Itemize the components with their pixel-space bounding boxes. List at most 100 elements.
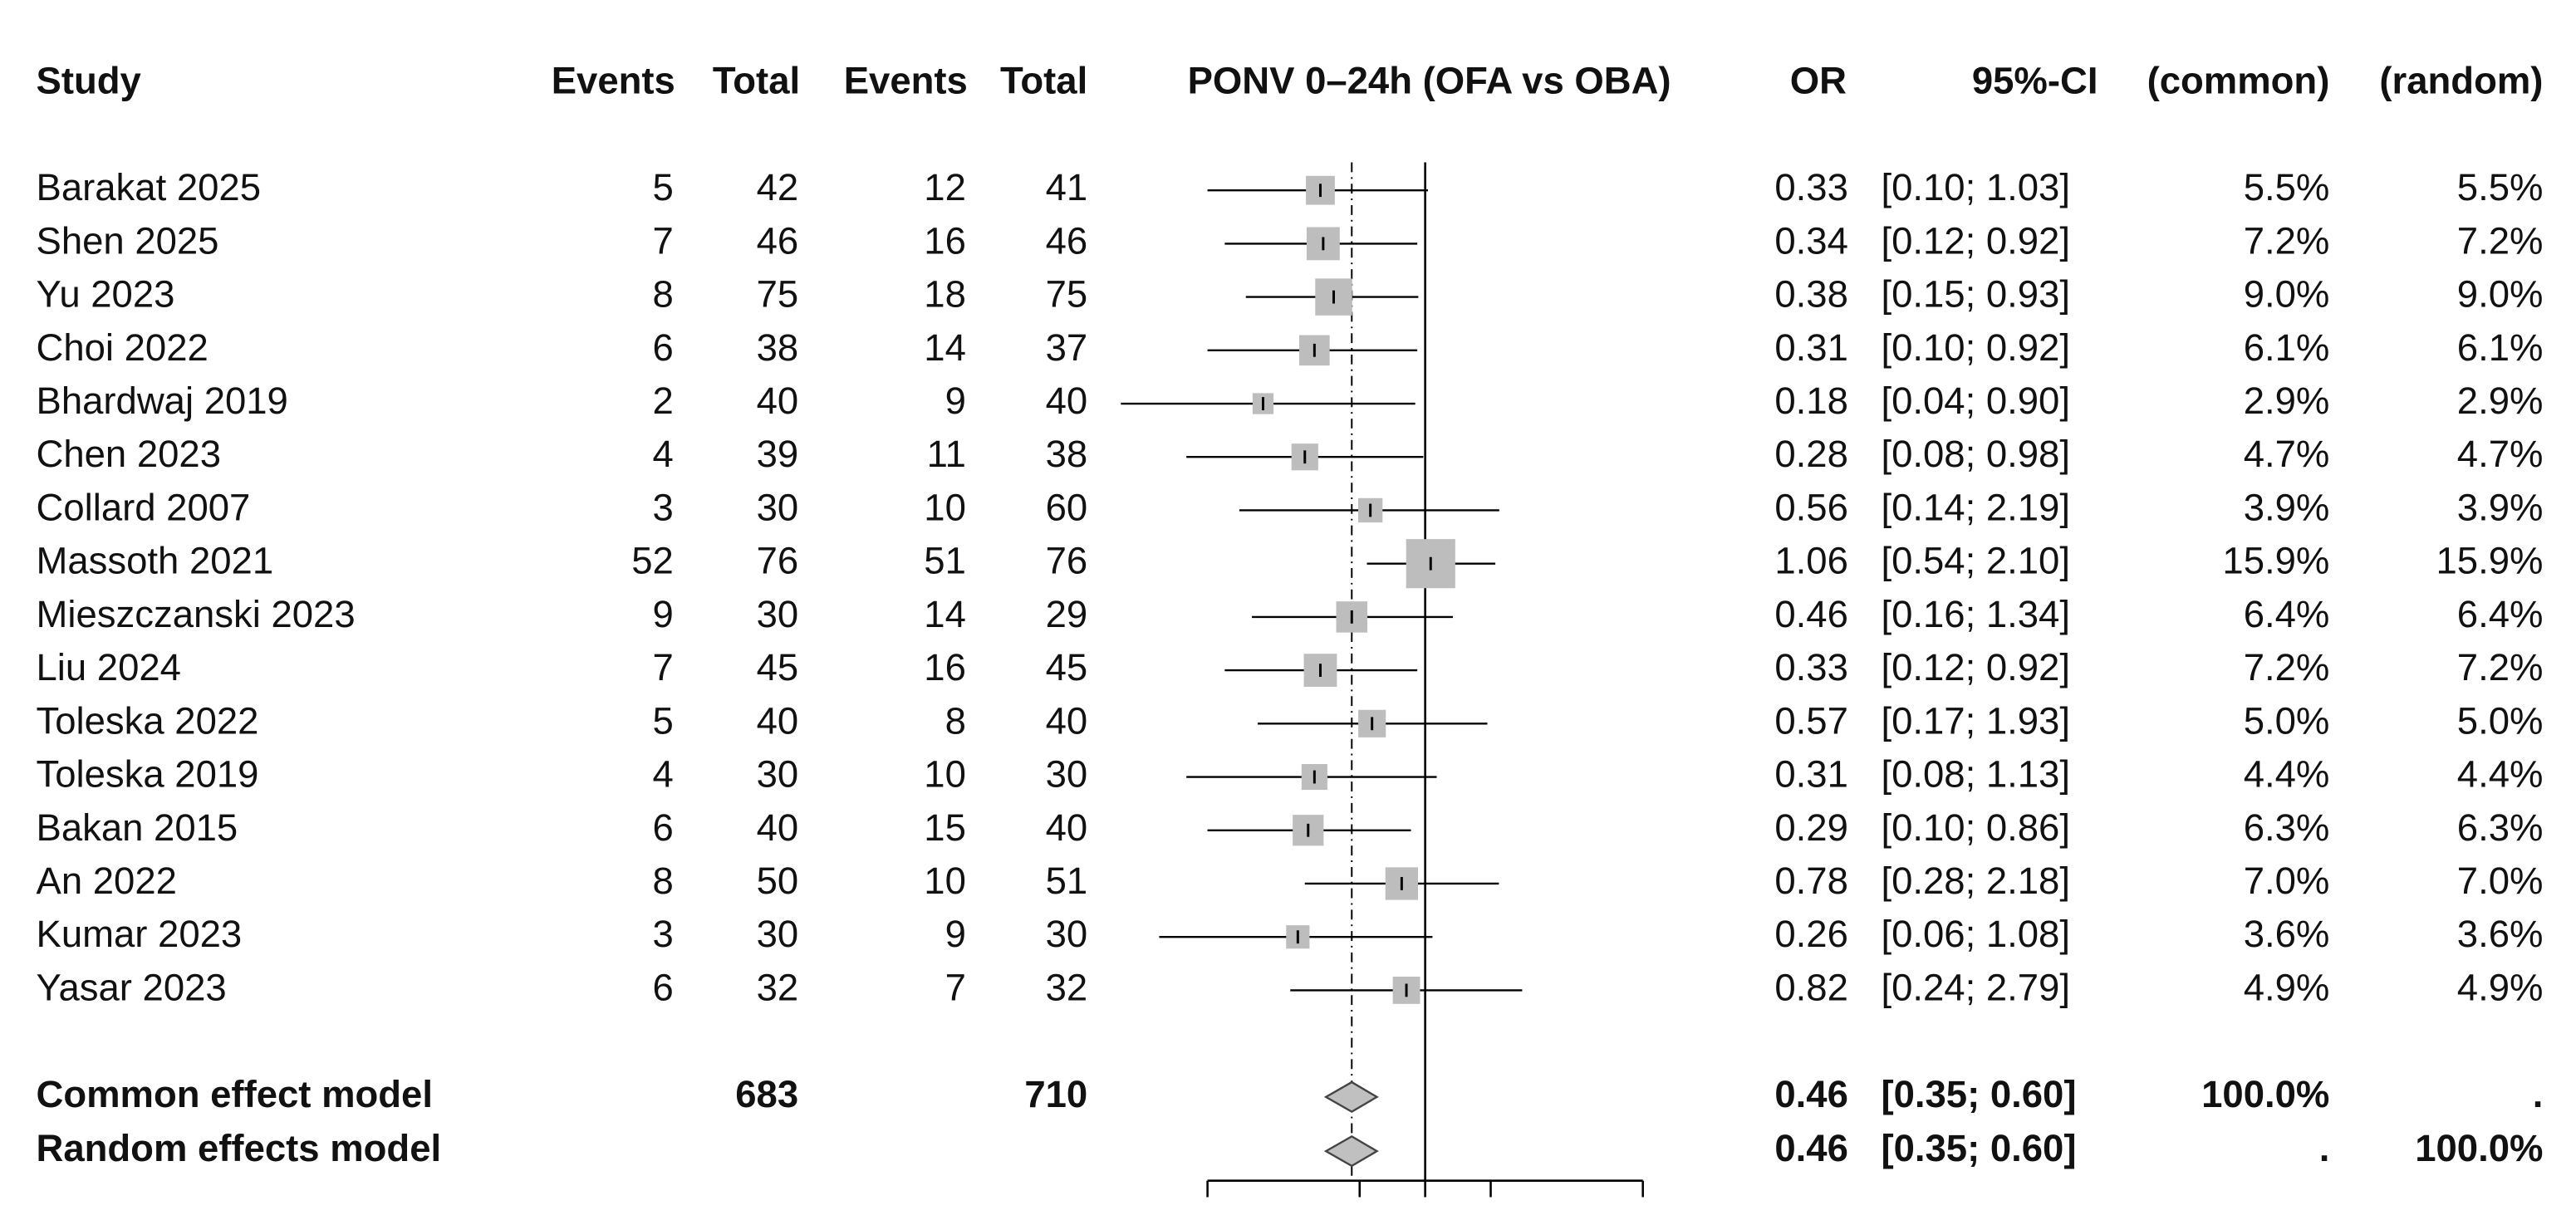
cell-ci-label: [0.08; 1.13] [1881, 753, 2070, 796]
cell-weight-random: 3.9% [2457, 486, 2544, 528]
cell-events-c: 9 [945, 913, 966, 955]
cell-events-c: 15 [924, 806, 966, 849]
cell-events-e: 7 [653, 646, 674, 688]
cell-events-c: 10 [924, 860, 966, 902]
cell-ci-label: [0.54; 2.10] [1881, 540, 2070, 582]
cell-total-e: 30 [757, 753, 799, 796]
cell-events-c: 12 [924, 166, 966, 208]
cell-weight-random: 7.2% [2457, 219, 2544, 262]
cell-ci-label: [0.10; 0.86] [1881, 806, 2070, 849]
cell-weight-random: 7.2% [2457, 646, 2544, 688]
cell-weight-random: 5.5% [2457, 166, 2544, 208]
cell-weight-common: 6.1% [2244, 326, 2330, 369]
cell-total-e: 30 [757, 593, 799, 635]
column-header: Total [1000, 60, 1087, 102]
cell-or: 0.34 [1774, 219, 1848, 262]
cell-events-c: 18 [924, 273, 966, 316]
cell-or: 0.26 [1774, 913, 1848, 955]
cell-total-c: 40 [1046, 806, 1088, 849]
cell-total-e: 40 [757, 806, 799, 849]
cell-weight-common: 5.0% [2244, 699, 2330, 742]
cell-events-c: 10 [924, 486, 966, 528]
cell-total-e: 50 [757, 860, 799, 902]
cell-total-e: 40 [757, 380, 799, 422]
cell-total-e: 30 [757, 486, 799, 528]
cell-weight-random: 15.9% [2436, 540, 2544, 582]
cell-total-c: 60 [1046, 486, 1088, 528]
cell-events-e: 4 [653, 433, 674, 475]
cell-or: 0.46 [1774, 1073, 1848, 1115]
cell-weight-random: 9.0% [2457, 273, 2544, 316]
cell-or: 0.33 [1774, 166, 1848, 208]
cell-study: Shen 2025 [37, 219, 219, 262]
cell-total-c: 40 [1046, 699, 1088, 742]
cell-study: An 2022 [37, 860, 177, 902]
column-header: Events [552, 60, 675, 102]
column-header: OR [1790, 60, 1847, 102]
cell-weight-random: 4.4% [2457, 753, 2544, 796]
cell-ci-label: [0.35; 0.60] [1881, 1127, 2076, 1169]
cell-events-c: 9 [945, 380, 966, 422]
cell-events-e: 2 [653, 380, 674, 422]
cell-events-e: 3 [653, 913, 674, 955]
summary-diamond [1323, 1134, 1379, 1168]
cell-events-e: 9 [653, 593, 674, 635]
cell-ci-label: [0.35; 0.60] [1881, 1073, 2076, 1115]
cell-events-c: 16 [924, 646, 966, 688]
cell-total-c: 30 [1046, 753, 1088, 796]
cell-total-c: 40 [1046, 380, 1088, 422]
cell-or: 0.78 [1774, 860, 1848, 902]
cell-total-c: 32 [1046, 966, 1088, 1008]
cell-ci-label: [0.16; 1.34] [1881, 593, 2070, 635]
column-header: (random) [2379, 60, 2543, 102]
cell-weight-common: 7.2% [2244, 219, 2330, 262]
cell-weight-random: 4.9% [2457, 966, 2544, 1008]
cell-or: 0.38 [1774, 273, 1848, 316]
cell-events-c: 51 [924, 540, 966, 582]
cell-study: Massoth 2021 [37, 540, 274, 582]
cell-weight-random: 6.4% [2457, 593, 2544, 635]
column-header: Study [37, 60, 142, 102]
cell-total-e: 30 [757, 913, 799, 955]
cell-total-c: 46 [1046, 219, 1088, 262]
cell-total-e: 75 [757, 273, 799, 316]
column-header: Total [713, 60, 800, 102]
cell-study: Mieszczanski 2023 [37, 593, 356, 635]
cell-study: Kumar 2023 [37, 913, 243, 955]
cell-or: 0.31 [1774, 326, 1848, 369]
column-header: 95%-CI [1972, 60, 2098, 102]
cell-ci-label: [0.14; 2.19] [1881, 486, 2070, 528]
cell-or: 0.29 [1774, 806, 1848, 849]
cell-weight-common: . [2319, 1127, 2330, 1169]
cell-weight-random: 100.0% [2415, 1127, 2543, 1169]
cell-total-c: 29 [1046, 593, 1088, 635]
cell-total-c: 51 [1046, 860, 1088, 902]
cell-total-c: 41 [1046, 166, 1088, 208]
cell-weight-random: . [2533, 1073, 2544, 1115]
cell-events-e: 5 [653, 699, 674, 742]
cell-weight-random: 7.0% [2457, 860, 2544, 902]
cell-or: 0.46 [1774, 1127, 1848, 1169]
cell-ci-label: [0.28; 2.18] [1881, 860, 2070, 902]
cell-total-e: 32 [757, 966, 799, 1008]
cell-weight-common: 6.3% [2244, 806, 2330, 849]
cell-study: Yu 2023 [37, 273, 175, 316]
cell-study: Toleska 2019 [37, 753, 259, 796]
cell-events-c: 14 [924, 593, 966, 635]
cell-ci-label: [0.06; 1.08] [1881, 913, 2070, 955]
cell-weight-common: 15.9% [2222, 540, 2329, 582]
cell-study: Bhardwaj 2019 [37, 380, 288, 422]
cell-total-c: 710 [1024, 1073, 1087, 1115]
cell-events-e: 3 [653, 486, 674, 528]
cell-total-c: 45 [1046, 646, 1088, 688]
cell-events-e: 5 [653, 166, 674, 208]
cell-ci-label: [0.12; 0.92] [1881, 219, 2070, 262]
cell-or: 0.18 [1774, 380, 1848, 422]
cell-name: Common effect model [37, 1073, 433, 1115]
cell-or: 0.57 [1774, 699, 1848, 742]
cell-total-c: 38 [1046, 433, 1088, 475]
cell-events-c: 10 [924, 753, 966, 796]
cell-or: 0.82 [1774, 966, 1848, 1008]
cell-events-e: 8 [653, 273, 674, 316]
column-header: PONV 0–24h (OFA vs OBA) [1188, 60, 1671, 102]
